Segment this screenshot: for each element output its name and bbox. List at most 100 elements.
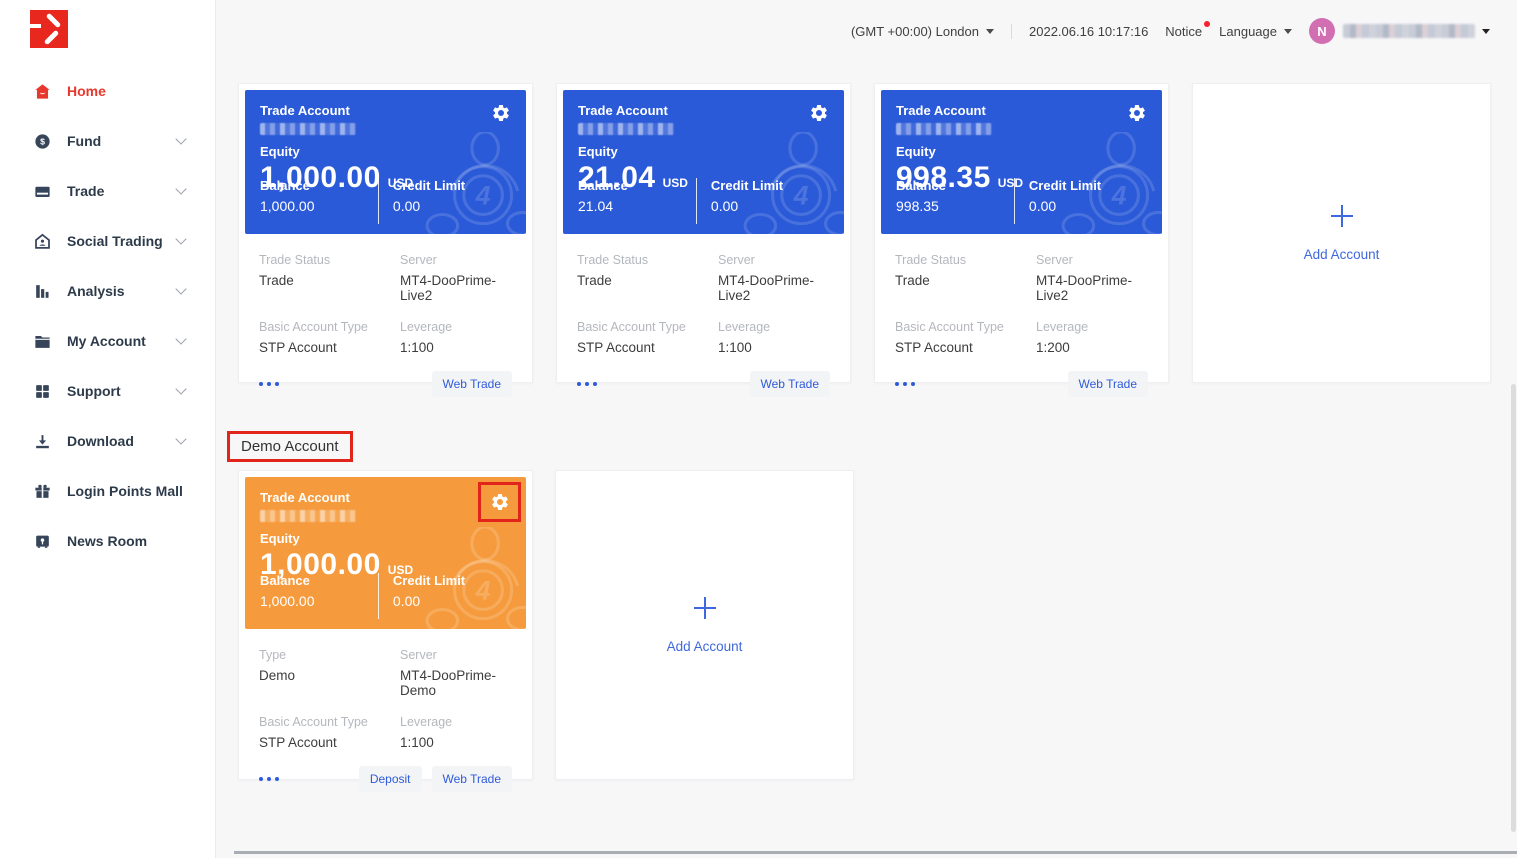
notification-dot (1204, 20, 1211, 27)
web-trade-button[interactable]: Web Trade (1067, 371, 1148, 397)
basic-account-type-label: Basic Account Type (577, 320, 686, 334)
web-trade-button[interactable]: Web Trade (431, 766, 512, 792)
sidebar-item-download[interactable]: Download (0, 416, 215, 466)
sidebar-item-label: Fund (67, 133, 102, 149)
basic-account-type-value: STP Account (895, 340, 973, 355)
credit-limit-value: 0.00 (1028, 198, 1057, 214)
leverage-value: 1:200 (1036, 340, 1070, 355)
add-account-card[interactable]: Add Account (555, 470, 854, 780)
mt4-watermark-icon: 4 (425, 132, 526, 234)
basic-account-type-label: Basic Account Type (259, 715, 368, 729)
gear-icon[interactable] (809, 103, 829, 123)
balance-label: Balance (260, 178, 310, 193)
account-info: Trade Status Trade Server MT4-DooPrime-L… (557, 240, 850, 397)
timezone-selector[interactable]: (GMT +00:00) London (850, 23, 995, 39)
horizontal-scrollbar[interactable] (234, 851, 1517, 854)
more-actions-icon[interactable] (259, 773, 279, 785)
gear-icon[interactable] (1127, 103, 1147, 123)
equity-label: Equity (260, 531, 300, 546)
sidebar-item-fund[interactable]: $ Fund (0, 116, 215, 166)
logo-slash-icon (45, 12, 62, 29)
language-selector[interactable]: Language (1219, 24, 1292, 39)
equity-value: 21.04 (578, 161, 656, 194)
chevron-down-icon (175, 333, 187, 345)
credit-limit-label: Credit Limit (392, 178, 466, 193)
logo-notch (30, 24, 41, 28)
brand-logo[interactable] (30, 10, 68, 48)
panel-divider (696, 178, 697, 224)
server-label: Server (718, 253, 755, 267)
type-label: Type (259, 648, 287, 662)
basic-account-type-label: Basic Account Type (259, 320, 368, 334)
trade-status-label: Trade Status (577, 253, 649, 267)
home-icon (32, 81, 52, 101)
currency-label: USD (387, 563, 414, 577)
svg-text:4: 4 (1111, 180, 1127, 210)
basic-account-type-value: STP Account (259, 735, 337, 750)
sidebar-item-news-room[interactable]: News Room (0, 516, 215, 566)
sidebar-item-label: Download (67, 433, 134, 449)
server-value: MT4-DooPrime-Live2 (718, 273, 815, 303)
sidebar-item-home[interactable]: Home (0, 66, 215, 116)
credit-limit-value: 0.00 (392, 198, 421, 214)
add-account-card[interactable]: Add Account (1192, 83, 1491, 383)
chevron-down-icon (175, 183, 187, 195)
server-label: Server (1036, 253, 1073, 267)
equity-value: 998.35 (896, 161, 991, 194)
more-actions-icon[interactable] (259, 378, 279, 390)
trade-account-card: Trade Account Equity 21.04 USD Balance 2… (556, 83, 851, 397)
balance-label: Balance (578, 178, 628, 193)
caret-down-icon (986, 28, 995, 34)
credit-limit-label: Credit Limit (710, 178, 784, 193)
sidebar-item-analysis[interactable]: Analysis (0, 266, 215, 316)
web-trade-button[interactable]: Web Trade (431, 371, 512, 397)
social-trading-icon (32, 231, 52, 251)
panel-divider (1014, 178, 1015, 224)
notice-link[interactable]: Notice (1165, 20, 1211, 39)
datetime-display: 2022.06.16 10:17:16 (1029, 24, 1148, 39)
folder-icon (32, 331, 52, 351)
caret-down-icon (1284, 28, 1292, 34)
card-title: Trade Account (260, 490, 350, 505)
datetime-label: 2022.06.16 10:17:16 (1029, 23, 1149, 39)
account-number-masked (260, 123, 356, 135)
sidebar-item-trade[interactable]: Trade (0, 166, 215, 216)
card-title: Trade Account (260, 103, 350, 118)
sidebar-item-my-account[interactable]: My Account (0, 316, 215, 366)
account-info: Type Demo Server MT4-DooPrime-Demo Basic… (239, 635, 532, 792)
topbar: (GMT +00:00) London 2022.06.16 10:17:16 … (216, 0, 1517, 62)
chevron-down-icon (175, 283, 187, 295)
credit-limit-value: 0.00 (710, 198, 739, 214)
gear-icon[interactable] (490, 492, 510, 512)
leverage-label: Leverage (1036, 320, 1089, 334)
credit-limit-value: 0.00 (392, 593, 421, 609)
more-actions-icon[interactable] (577, 378, 597, 390)
account-panel: Trade Account Equity 21.04 USD Balance 2… (563, 90, 844, 234)
gear-icon[interactable] (491, 103, 511, 123)
deposit-button[interactable]: Deposit (358, 766, 422, 792)
notice-label: Notice (1165, 23, 1203, 39)
sidebar-item-support[interactable]: Support (0, 366, 215, 416)
sidebar-item-social-trading[interactable]: Social Trading (0, 216, 215, 266)
language-label: Language (1219, 23, 1277, 39)
vertical-scrollbar[interactable] (1511, 384, 1516, 832)
more-actions-icon[interactable] (895, 378, 915, 390)
user-menu[interactable]: N (1309, 18, 1490, 44)
trade-status-label: Trade Status (895, 253, 967, 267)
trade-status-value: Trade (895, 273, 930, 288)
credit-limit-label: Credit Limit (392, 573, 466, 588)
leverage-value: 1:100 (718, 340, 752, 355)
leverage-label: Leverage (400, 715, 453, 729)
mt4-watermark-icon: 4 (425, 527, 526, 629)
annotation-box-demo-heading: Demo Account (227, 431, 353, 462)
web-trade-button[interactable]: Web Trade (749, 371, 830, 397)
topbar-divider (1011, 23, 1013, 39)
timezone-label: (GMT +00:00) London (850, 23, 980, 39)
trade-status-label: Trade Status (259, 253, 331, 267)
plus-icon (1330, 204, 1353, 227)
svg-text:$: $ (40, 136, 45, 146)
sidebar-item-login-points-mall[interactable]: Login Points Mall (0, 466, 215, 516)
news-room-icon (32, 531, 52, 551)
gift-icon (32, 481, 52, 501)
analysis-icon (32, 281, 52, 301)
